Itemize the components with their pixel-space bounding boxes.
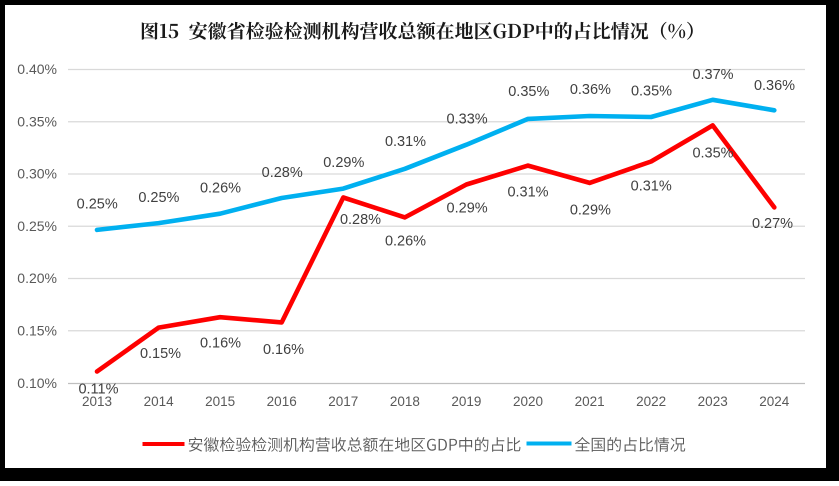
svg-text:2023: 2023 <box>698 394 728 409</box>
svg-text:0.35%: 0.35% <box>692 146 733 162</box>
svg-text:2020: 2020 <box>513 394 543 409</box>
svg-text:0.16%: 0.16% <box>200 336 241 352</box>
svg-text:2019: 2019 <box>451 394 481 409</box>
svg-text:0.31%: 0.31% <box>507 185 548 201</box>
svg-text:0.11%: 0.11% <box>78 382 118 398</box>
svg-text:2017: 2017 <box>328 394 358 409</box>
svg-text:2015: 2015 <box>205 394 235 409</box>
svg-text:0.26%: 0.26% <box>385 234 426 250</box>
svg-text:2024: 2024 <box>759 394 790 409</box>
svg-text:0.16%: 0.16% <box>263 342 304 358</box>
svg-text:0.29%: 0.29% <box>570 203 611 219</box>
svg-text:0.36%: 0.36% <box>754 78 795 94</box>
svg-text:2013: 2013 <box>82 394 112 409</box>
svg-text:0.33%: 0.33% <box>447 112 488 128</box>
svg-text:0.28%: 0.28% <box>262 165 303 181</box>
svg-text:2016: 2016 <box>267 394 297 409</box>
svg-text:0.20%: 0.20% <box>17 270 57 286</box>
svg-text:0.29%: 0.29% <box>447 200 488 216</box>
svg-text:0.36%: 0.36% <box>570 82 611 98</box>
svg-text:0.25%: 0.25% <box>77 197 118 213</box>
svg-text:0.31%: 0.31% <box>385 134 426 150</box>
svg-text:0.27%: 0.27% <box>752 216 793 232</box>
svg-text:0.40%: 0.40% <box>17 61 57 77</box>
svg-text:0.31%: 0.31% <box>631 178 672 194</box>
svg-text:0.30%: 0.30% <box>17 166 57 182</box>
svg-text:0.25%: 0.25% <box>138 190 179 206</box>
svg-text:0.26%: 0.26% <box>200 181 241 197</box>
svg-text:0.29%: 0.29% <box>323 155 364 171</box>
svg-text:0.25%: 0.25% <box>17 218 57 234</box>
svg-text:0.35%: 0.35% <box>631 84 672 100</box>
svg-text:2018: 2018 <box>390 394 420 409</box>
svg-text:0.15%: 0.15% <box>140 346 181 362</box>
svg-text:0.28%: 0.28% <box>340 212 381 228</box>
svg-text:0.35%: 0.35% <box>17 114 57 130</box>
svg-text:0.37%: 0.37% <box>692 67 733 83</box>
svg-text:2022: 2022 <box>636 394 666 409</box>
svg-text:0.35%: 0.35% <box>508 84 549 100</box>
svg-text:0.15%: 0.15% <box>17 322 57 338</box>
svg-text:2014: 2014 <box>144 394 175 409</box>
svg-text:2021: 2021 <box>575 394 605 409</box>
svg-text:0.10%: 0.10% <box>17 375 57 391</box>
